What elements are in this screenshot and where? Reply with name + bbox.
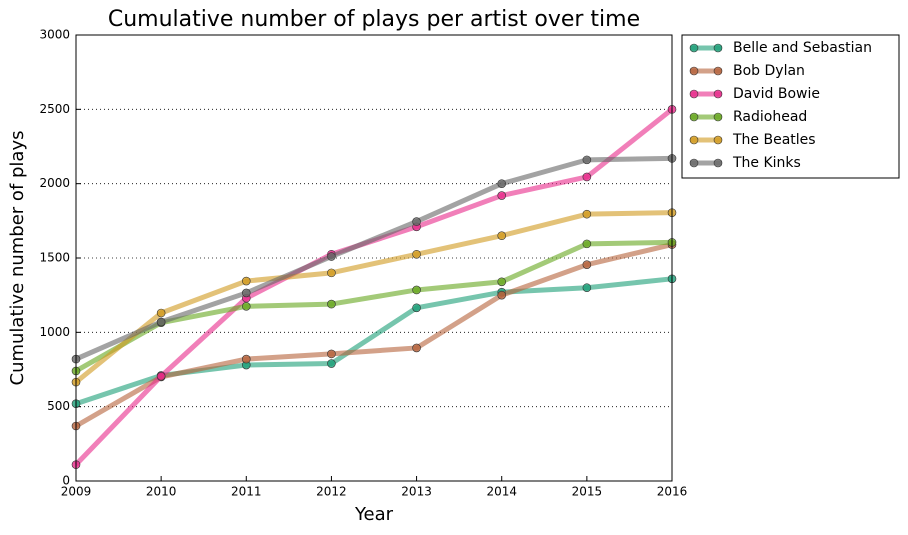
data-point (412, 285, 421, 295)
legend-marker (713, 89, 723, 99)
legend-label: Belle and Sebastian (733, 40, 872, 56)
chart-title: Cumulative number of plays per artist ov… (108, 7, 640, 32)
series-line (74, 155, 673, 362)
x-tick-label: 2011 (231, 485, 262, 499)
legend-marker (689, 66, 699, 76)
legend-label: The Beatles (732, 132, 816, 148)
legend: Belle and Sebastian Bob Dylan David Bowie R… (681, 34, 900, 179)
data-point (241, 354, 251, 364)
legend-marker (689, 112, 699, 122)
series-line (74, 239, 673, 374)
y-tick-label: 500 (47, 399, 70, 413)
legend-label: The Kinks (732, 155, 801, 171)
data-point (582, 209, 592, 219)
y-tick-label: 3000 (39, 28, 70, 42)
legend-marker (713, 66, 723, 76)
data-point (582, 239, 592, 249)
data-point (327, 299, 336, 309)
legend-marker (713, 135, 723, 145)
data-point (241, 288, 251, 298)
data-point (327, 349, 336, 359)
series-line (74, 210, 673, 385)
plot-frame (75, 34, 673, 482)
legend-marker (713, 158, 723, 168)
x-tick-label: 2014 (486, 485, 517, 499)
data-point (327, 252, 336, 261)
data-point (327, 268, 336, 278)
x-tick-label: 2015 (572, 485, 603, 499)
data-point (497, 277, 507, 287)
legend-marker (689, 135, 699, 145)
legend-label: David Bowie (733, 86, 820, 102)
data-point (582, 155, 592, 165)
data-point (582, 283, 592, 293)
data-point (241, 276, 251, 286)
data-point (327, 359, 336, 368)
data-point (412, 217, 421, 226)
x-tick-label: 2016 (657, 485, 688, 499)
data-point (156, 371, 166, 381)
data-point (582, 172, 592, 182)
data-point (412, 343, 421, 353)
y-tick-label: 1000 (39, 325, 70, 339)
y-tick-label: 2500 (39, 102, 70, 116)
legend-marker (689, 158, 699, 168)
data-point (582, 260, 592, 269)
x-tick-label: 2013 (401, 485, 432, 499)
data-point (412, 249, 421, 259)
legend-marker (713, 43, 723, 53)
legend-box (681, 34, 900, 179)
data-point (497, 179, 507, 188)
legend-marker (689, 89, 699, 99)
data-point (497, 191, 507, 200)
legend-marker (713, 112, 723, 122)
y-tick-label: 0 (62, 474, 70, 488)
data-point (241, 302, 251, 311)
data-point (156, 317, 166, 327)
data-point (156, 308, 166, 318)
data-point (412, 303, 421, 313)
legend-label: Bob Dylan (733, 63, 805, 79)
legend-marker (689, 43, 699, 53)
x-tick-label: 2009 (61, 485, 92, 499)
x-tick-label: 2010 (146, 485, 177, 499)
y-axis-label: Cumulative number of plays (7, 131, 28, 386)
series-line (74, 242, 673, 429)
data-point (497, 290, 507, 300)
x-tick-label: 2012 (316, 485, 347, 499)
y-tick-label: 2000 (39, 176, 70, 190)
data-point (497, 231, 507, 240)
y-tick-label: 1500 (39, 251, 70, 265)
x-axis-label: Year (354, 504, 394, 525)
legend-label: Radiohead (733, 109, 807, 125)
